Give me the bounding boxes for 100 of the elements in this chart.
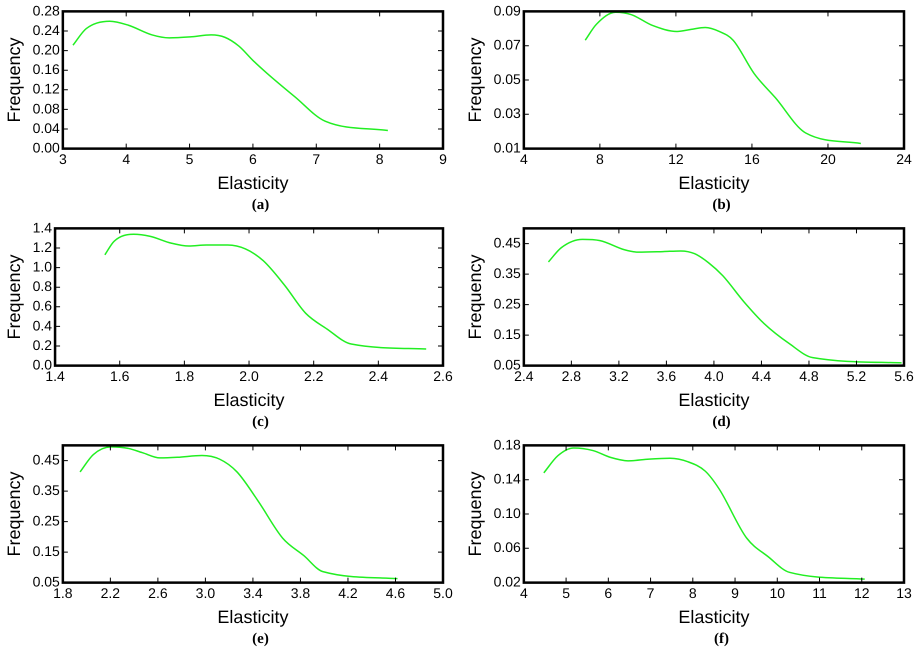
x-tick-label: 24 <box>896 150 912 167</box>
x-tick-label: 5.2 <box>846 368 866 384</box>
x-tick-label: 11 <box>812 584 827 601</box>
text: (e) <box>251 630 270 649</box>
x-tick-label: 6 <box>604 584 612 601</box>
x-tick-label: 3.8 <box>290 584 310 601</box>
y-tick-label: 0.4 <box>32 317 52 334</box>
y-tick-label: 0.04 <box>32 120 60 136</box>
y-tick-label: 0.16 <box>32 61 60 78</box>
x-tick-label: 3.0 <box>196 584 216 601</box>
x-tick-label: 2.6 <box>433 368 453 384</box>
y-tick-label: 0.15 <box>32 542 60 559</box>
y-tick-label: 1.0 <box>32 258 52 274</box>
x-tick-label: 5.6 <box>894 368 914 384</box>
y-tick-label: 0.05 <box>494 356 522 372</box>
x-tick-label: 9 <box>439 150 448 167</box>
x-tick-label: 2.6 <box>148 584 168 601</box>
x-tick-label: 4 <box>122 150 130 167</box>
y-tick-label: 0.25 <box>494 295 522 312</box>
text: (f) <box>713 630 730 649</box>
y-tick-label: 0.24 <box>32 22 60 38</box>
y-tick-label: 0.0 <box>32 356 52 372</box>
y-tick-label: 0.18 <box>494 436 522 452</box>
x-tick-label: 2.2 <box>304 368 324 384</box>
y-tick-label: 0.2 <box>32 336 52 353</box>
x-tick-label: 3.2 <box>609 368 629 384</box>
x-axis-title: Elasticity <box>217 173 288 194</box>
y-axis-title: Frequency <box>464 471 485 557</box>
y-tick-label: 0.35 <box>32 482 60 498</box>
y-tick-label: 0.12 <box>32 80 60 97</box>
y-tick-label: 0.06 <box>494 539 522 556</box>
x-tick-label: 9 <box>731 584 740 601</box>
x-tick-label: 8 <box>596 150 604 167</box>
x-tick-label: 4.8 <box>799 368 819 384</box>
text: (b) <box>711 196 732 215</box>
y-tick-label: 0.45 <box>494 234 522 251</box>
x-axis-title: Elasticity <box>678 607 750 628</box>
y-tick-label: 0.8 <box>32 278 52 294</box>
y-tick-label: 0.08 <box>32 100 60 116</box>
y-tick-label: 0.35 <box>494 264 522 281</box>
x-axis-title: Elasticity <box>678 390 750 410</box>
y-tick-label: 0.25 <box>32 512 60 528</box>
x-tick-label: 1.8 <box>174 368 194 384</box>
y-axis-title: Frequency <box>4 37 24 123</box>
y-tick-label: 0.02 <box>494 573 522 590</box>
x-tick-label: 6 <box>249 150 258 167</box>
x-tick-label: 10 <box>769 584 786 601</box>
x-tick-label: 13 <box>896 584 912 601</box>
x-tick-label: 3.6 <box>656 368 676 384</box>
y-tick-label: 0.05 <box>494 70 522 87</box>
x-tick-label: 5 <box>186 150 194 167</box>
x-tick-label: 7 <box>646 584 655 601</box>
x-tick-label: 20 <box>820 150 836 167</box>
y-tick-label: 0.07 <box>494 36 522 53</box>
x-tick-label: 2.0 <box>239 368 259 384</box>
x-axis-title: Elasticity <box>214 390 285 410</box>
y-axis-title: Frequency <box>464 254 485 340</box>
x-tick-label: 7 <box>312 150 320 167</box>
x-tick-label: 8 <box>376 150 384 167</box>
y-axis-title: Frequency <box>464 37 485 123</box>
x-tick-label: 5.0 <box>433 584 453 601</box>
text: (a) <box>250 196 270 215</box>
x-tick-label: 4.4 <box>752 368 772 384</box>
y-tick-label: 0.05 <box>32 573 60 590</box>
y-tick-label: 0.03 <box>494 105 522 122</box>
x-axis-title: Elasticity <box>217 607 288 628</box>
x-tick-label: 16 <box>744 150 760 167</box>
y-tick-label: 0.10 <box>494 504 522 521</box>
line-series <box>104 234 427 350</box>
y-axis-title: Frequency <box>4 471 24 557</box>
x-tick-label: 8 <box>688 584 697 601</box>
x-tick-label: 5 <box>562 584 570 601</box>
y-tick-label: 0.28 <box>32 2 60 18</box>
y-tick-label: 0.15 <box>494 326 522 342</box>
x-tick-label: 2.4 <box>368 368 388 384</box>
x-tick-label: 3.4 <box>243 584 263 601</box>
text: (c) <box>251 413 270 432</box>
line-series <box>543 447 866 580</box>
y-tick-label: 0.00 <box>32 139 60 156</box>
x-tick-label: 2.8 <box>562 368 582 384</box>
line-series <box>548 238 902 364</box>
x-axis-title: Elasticity <box>678 173 750 194</box>
x-tick-label: 12 <box>668 150 684 167</box>
x-tick-label: 2.2 <box>100 584 120 601</box>
y-tick-label: 1.2 <box>32 238 52 255</box>
x-tick-label: 4.2 <box>338 584 358 601</box>
y-axis-title: Frequency <box>4 254 24 340</box>
x-tick-label: 4.6 <box>386 584 406 601</box>
line-series <box>72 20 389 132</box>
text: (d) <box>711 413 732 432</box>
y-tick-label: 0.45 <box>32 452 60 468</box>
line-series <box>79 446 398 580</box>
x-tick-label: 4 <box>520 584 528 601</box>
x-tick-label: 1.6 <box>110 368 130 384</box>
y-tick-label: 0.20 <box>32 41 60 58</box>
y-tick-label: 0.14 <box>494 470 522 487</box>
y-tick-label: 0.09 <box>494 2 522 18</box>
y-tick-label: 0.6 <box>32 298 52 314</box>
x-tick-label: 12 <box>854 584 870 601</box>
x-tick-label: 3 <box>58 150 67 167</box>
